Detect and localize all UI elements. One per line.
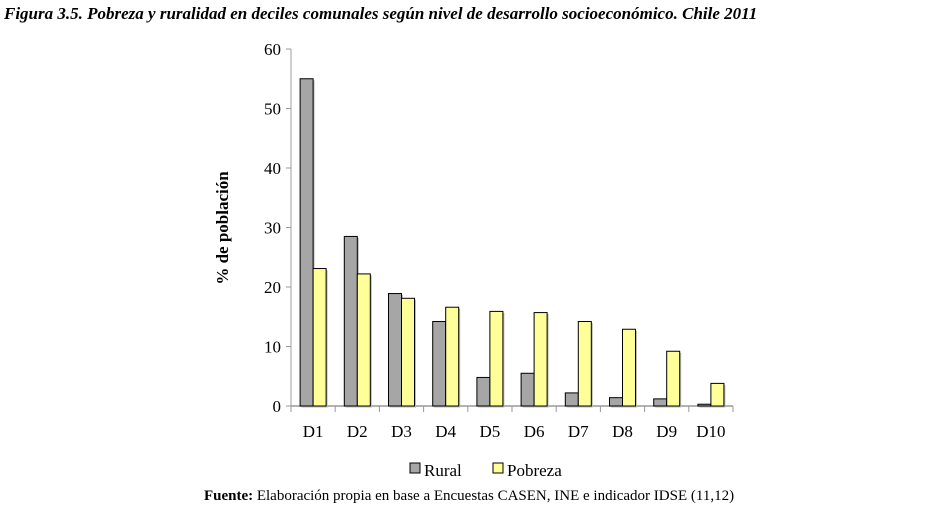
legend-swatch-rural <box>409 462 421 474</box>
bar-pobreza-d1 <box>312 268 327 407</box>
bar-pobreza-d6 <box>533 312 548 407</box>
x-tick-label: D5 <box>480 422 501 441</box>
bar-rural-d10 <box>697 403 712 407</box>
y-tick-label: 10 <box>264 338 281 357</box>
x-tick-label: D2 <box>347 422 368 441</box>
y-tick-label: 40 <box>264 159 281 178</box>
bar-pobreza-d5 <box>489 310 504 407</box>
legend-label-rural: Rural <box>424 461 462 480</box>
y-tick-label: 30 <box>264 219 281 238</box>
x-tick-label: D1 <box>303 422 324 441</box>
bar-rural-d1 <box>299 78 314 407</box>
bar-rural-d6 <box>520 372 535 407</box>
y-axis-label: % de población <box>213 171 232 285</box>
legend-swatch-pobreza <box>492 462 504 474</box>
x-tick-label: D4 <box>435 422 456 441</box>
bar-rural-d7 <box>564 392 579 407</box>
bar-rural-d4 <box>432 321 447 407</box>
x-tick-label: D9 <box>656 422 677 441</box>
x-tick-label: D10 <box>696 422 725 441</box>
bar-rural-d9 <box>653 398 668 407</box>
bar-pobreza-d10 <box>710 382 725 407</box>
bar-rural-d2 <box>343 235 358 407</box>
bar-rural-d5 <box>476 376 491 407</box>
y-tick-label: 0 <box>273 397 282 416</box>
x-tick-label: D3 <box>391 422 412 441</box>
x-tick-label: D7 <box>568 422 589 441</box>
y-tick-label: 20 <box>264 278 281 297</box>
chart-title: Figura 3.5. Pobreza y ruralidad en decil… <box>4 4 758 23</box>
source-note: Fuente: Elaboración propia en base a Enc… <box>0 488 938 505</box>
bar-pobreza-d2 <box>356 273 371 407</box>
bar-rural-d3 <box>388 293 402 407</box>
y-tick-label: 60 <box>264 40 281 59</box>
x-tick-label: D6 <box>524 422 545 441</box>
x-tick-label: D8 <box>612 422 633 441</box>
legend-label-pobreza: Pobreza <box>507 461 562 480</box>
bar-pobreza-d3 <box>401 297 415 407</box>
bar-rural-d8 <box>609 397 623 407</box>
source-label: Fuente: <box>203 488 254 504</box>
y-tick-label: 50 <box>264 100 281 119</box>
source-text: Elaboración propia en base a Encuestas C… <box>253 488 735 504</box>
bar-pobreza-d7 <box>577 321 592 407</box>
bar-shadow <box>699 405 713 408</box>
bar-pobreza-d8 <box>622 328 636 407</box>
bar-pobreza-d9 <box>666 350 681 407</box>
bar-pobreza-d4 <box>445 306 460 407</box>
